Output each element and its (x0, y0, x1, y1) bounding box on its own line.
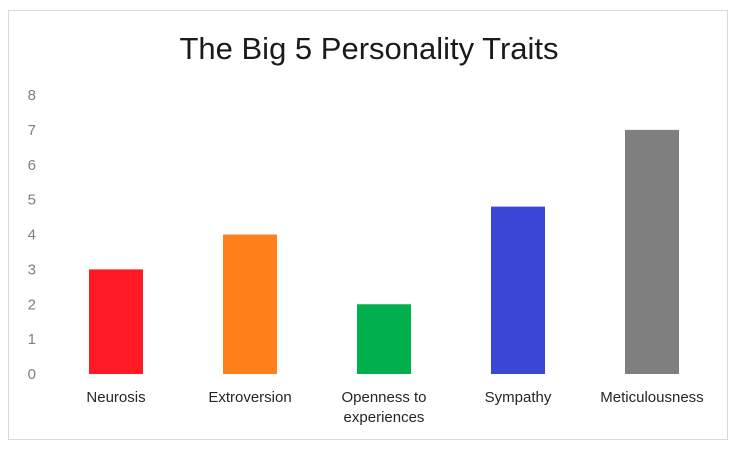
chart-frame: The Big 5 Personality Traits 0 1 2 3 4 5 6 7 8 N… (8, 10, 728, 440)
x-tick-label: experiences (344, 409, 425, 426)
bar-sympathy (491, 206, 545, 374)
y-tick-label: 4 (28, 227, 36, 244)
x-tick-label: Extroversion (208, 389, 291, 406)
bar-meticulousness (625, 129, 679, 374)
y-tick-label: 8 (28, 87, 36, 104)
y-tick-label: 7 (28, 122, 36, 139)
x-axis: Neurosis Extroversion Openness to experienc… (86, 389, 703, 426)
bar-chart: The Big 5 Personality Traits 0 1 2 3 4 5 6 7 8 N… (28, 31, 704, 426)
x-tick-label: Openness to (341, 389, 426, 406)
bar-openness-to-experiences (357, 304, 411, 374)
y-tick-label: 0 (28, 366, 36, 383)
y-tick-label: 1 (28, 331, 36, 348)
bars (89, 129, 679, 374)
x-tick-label: Meticulousness (600, 389, 703, 406)
chart-title: The Big 5 Personality Traits (179, 31, 558, 66)
bar-extroversion (223, 234, 277, 374)
y-axis: 0 1 2 3 4 5 6 7 8 (28, 87, 36, 383)
y-tick-label: 5 (28, 192, 36, 209)
x-tick-label: Neurosis (86, 389, 145, 406)
bar-neurosis (89, 269, 143, 374)
y-tick-label: 2 (28, 296, 36, 313)
y-tick-label: 6 (28, 157, 36, 174)
x-tick-label: Sympathy (485, 389, 552, 406)
y-tick-label: 3 (28, 261, 36, 278)
